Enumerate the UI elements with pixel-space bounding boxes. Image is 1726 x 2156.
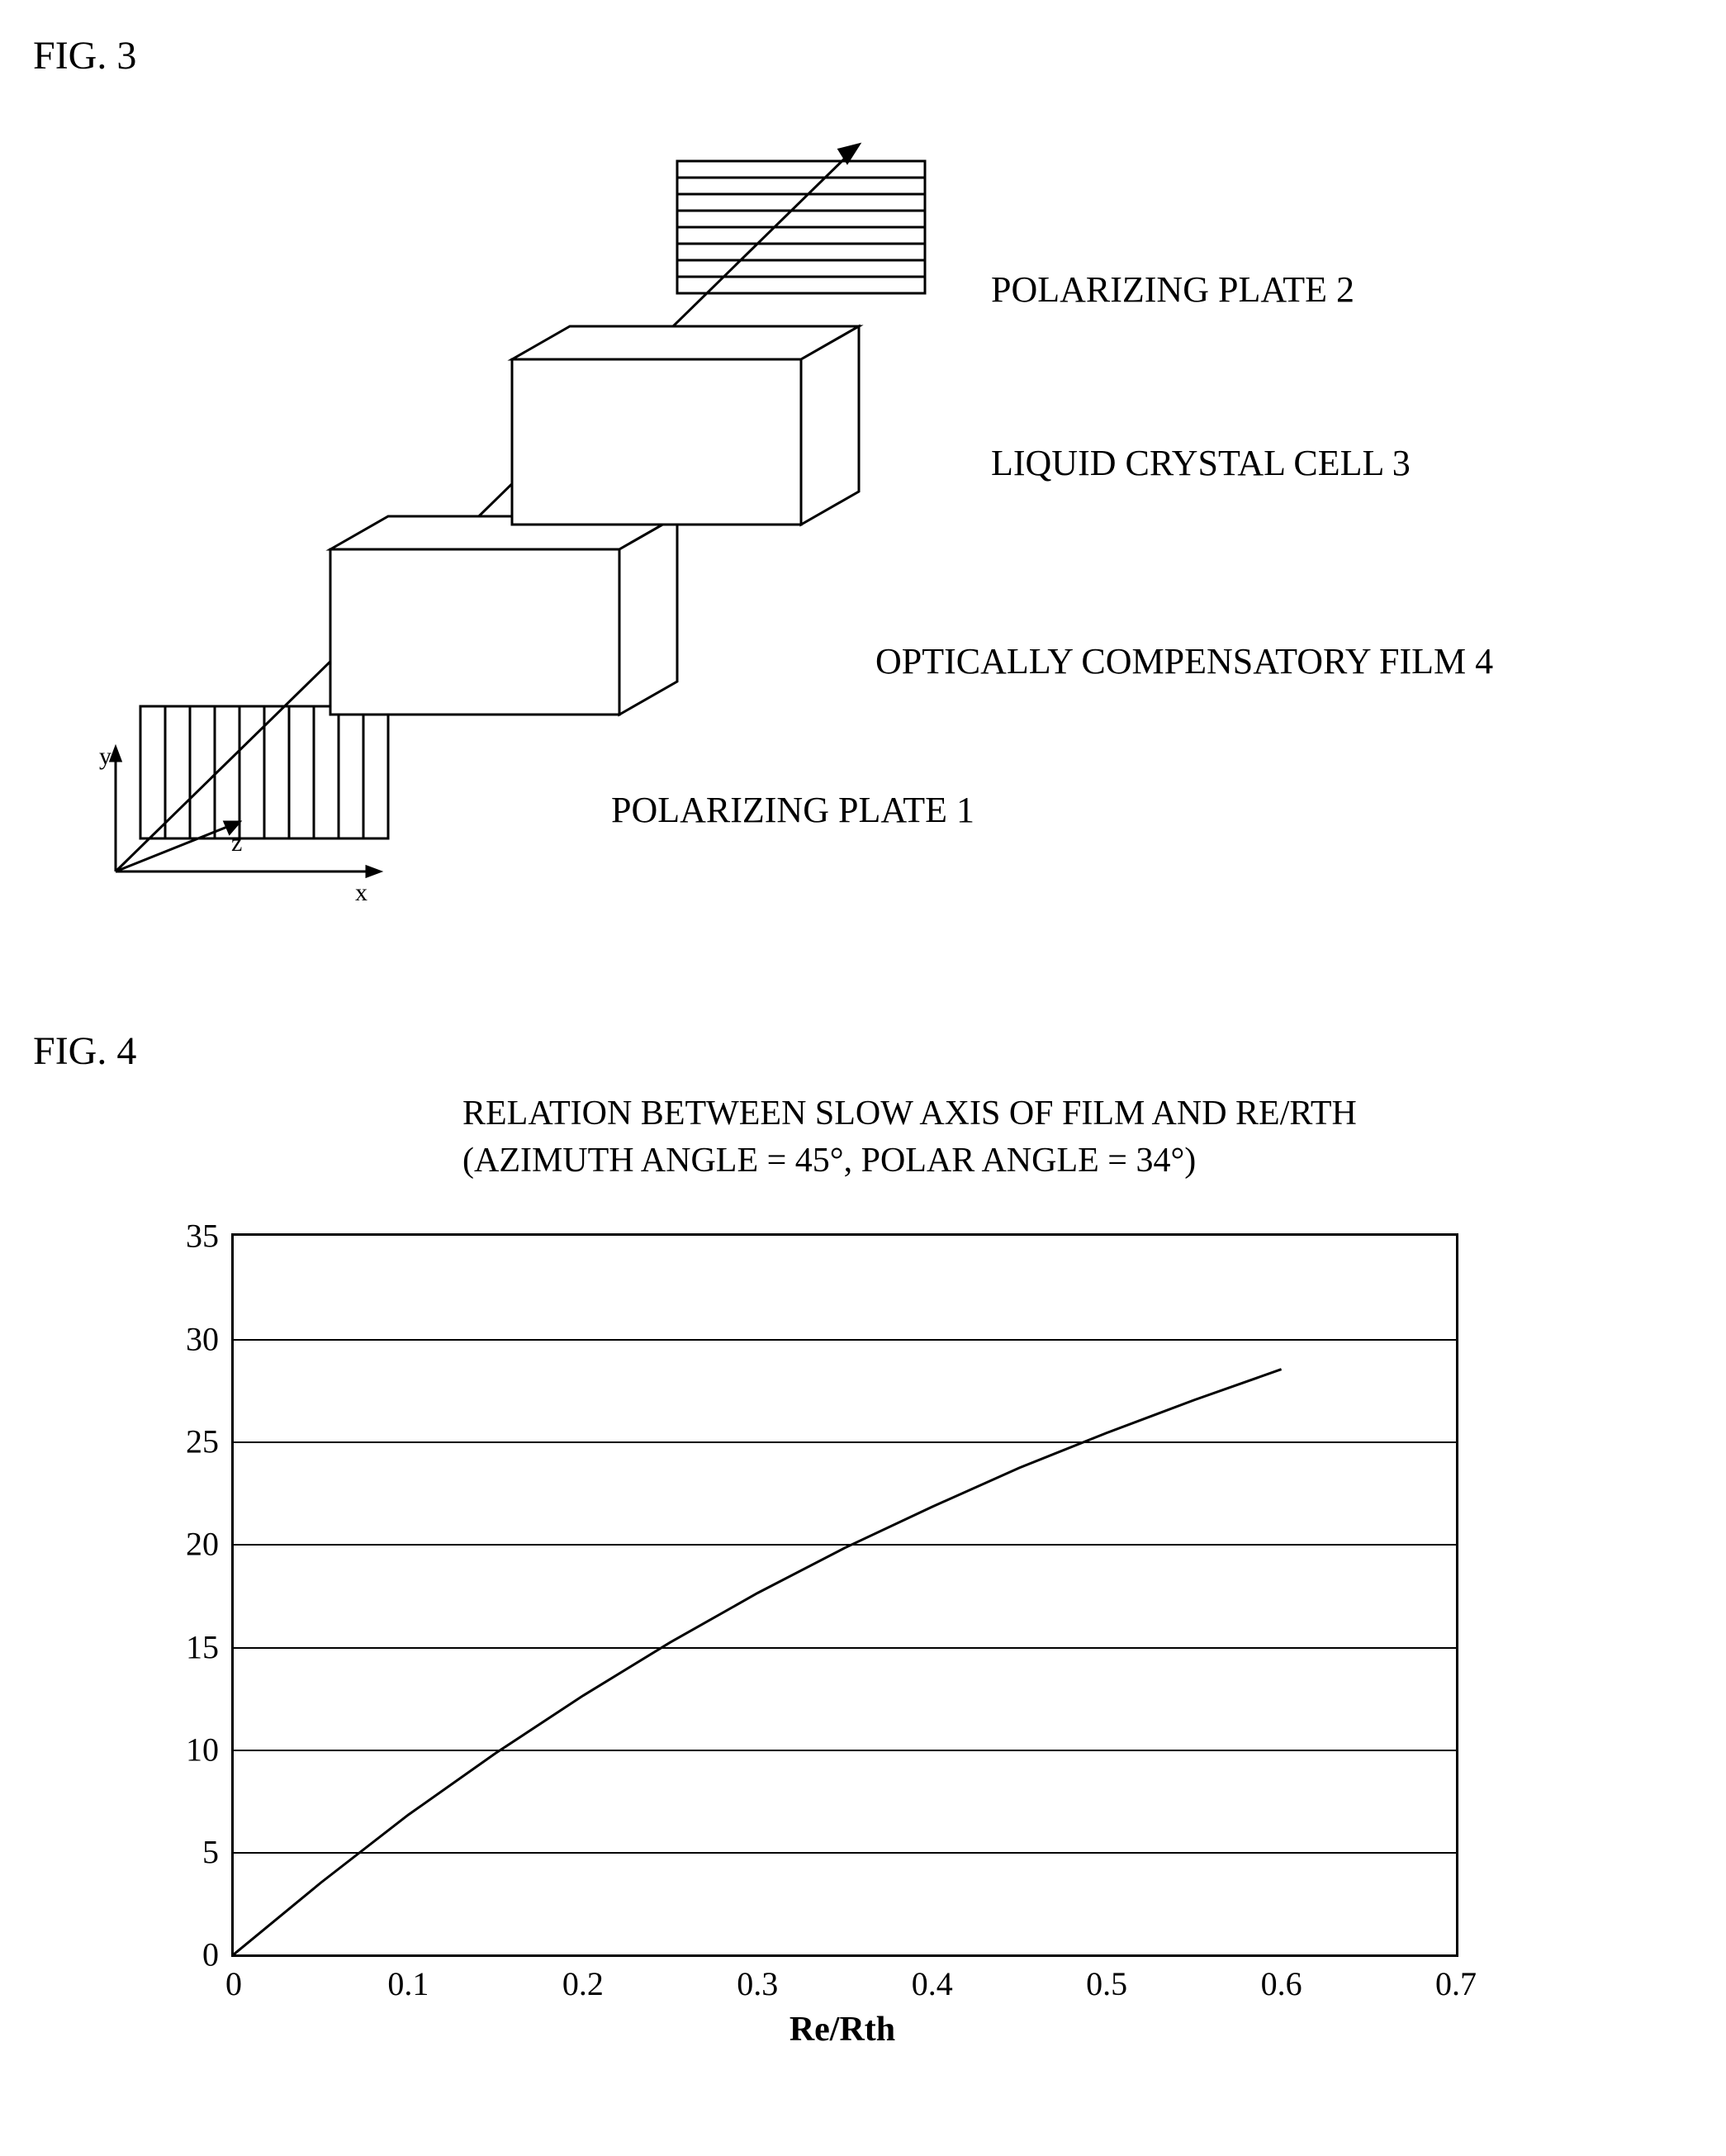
label-liquid-crystal-cell: LIQUID CRYSTAL CELL 3 [991,442,1411,484]
fig4-label: FIG. 4 [33,1028,1693,1074]
curve-svg [234,1236,1456,1954]
y-tick-label: 15 [186,1627,219,1666]
x-axis-label: Re/Rth [790,2010,895,2049]
axis-x-label: x [355,879,367,906]
axis-z-label: z [231,829,242,857]
fig4-title: RELATION BETWEEN SLOW AXIS OF FILM AND R… [462,1090,1602,1184]
y-tick-label: 5 [202,1833,219,1872]
x-tick-label: 0.5 [1086,1964,1127,2003]
x-tick-label: 0.3 [737,1964,778,2003]
x-tick-label: 0.2 [562,1964,604,2003]
chart-wrap: SLOW AXIS ANGLE 0510152025303500.10.20.3… [132,1209,1536,2076]
y-tick-label: 20 [186,1525,219,1564]
fig3-diagram: y z x POLARIZING PLATE 2 LIQUID CRYSTAL … [33,95,1602,962]
y-tick-label: 10 [186,1730,219,1769]
y-tick-label: 0 [202,1935,219,1974]
fig3-label: FIG. 3 [33,33,1693,78]
label-polarizing-plate-2: POLARIZING PLATE 2 [991,268,1354,311]
y-tick-label: 30 [186,1319,219,1358]
y-tick-label: 25 [186,1422,219,1460]
x-tick-label: 0.6 [1261,1964,1302,2003]
data-curve [234,1370,1282,1954]
label-compensatory-film: OPTICALLY COMPENSATORY FILM 4 [875,640,1493,682]
label-polarizing-plate-1: POLARIZING PLATE 1 [611,789,974,831]
fig4-title-line1: RELATION BETWEEN SLOW AXIS OF FILM AND R… [462,1095,1357,1133]
x-tick-label: 0 [225,1964,242,2003]
x-tick-label: 0.1 [387,1964,429,2003]
x-tick-label: 0.7 [1435,1964,1477,2003]
y-tick-label: 35 [186,1217,219,1256]
fig4-chart-container: RELATION BETWEEN SLOW AXIS OF FILM AND R… [33,1090,1602,2076]
fig4-title-line2: (AZIMUTH ANGLE = 45°, POLAR ANGLE = 34°) [462,1142,1196,1180]
x-tick-label: 0.4 [912,1964,953,2003]
plot-area: 0510152025303500.10.20.30.40.50.60.7 [231,1233,1458,1957]
axis-y-label: y [99,743,111,770]
